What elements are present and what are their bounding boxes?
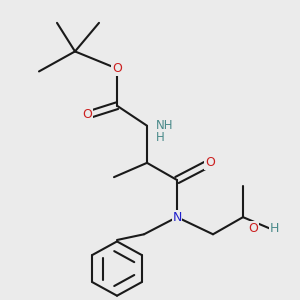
- Text: NH: NH: [156, 119, 173, 132]
- Text: H: H: [270, 222, 279, 235]
- Text: O: O: [248, 222, 258, 235]
- Text: H: H: [156, 130, 165, 144]
- Text: O: O: [205, 156, 215, 170]
- Text: O: O: [82, 108, 92, 121]
- Text: O: O: [112, 62, 122, 75]
- Text: N: N: [172, 211, 182, 224]
